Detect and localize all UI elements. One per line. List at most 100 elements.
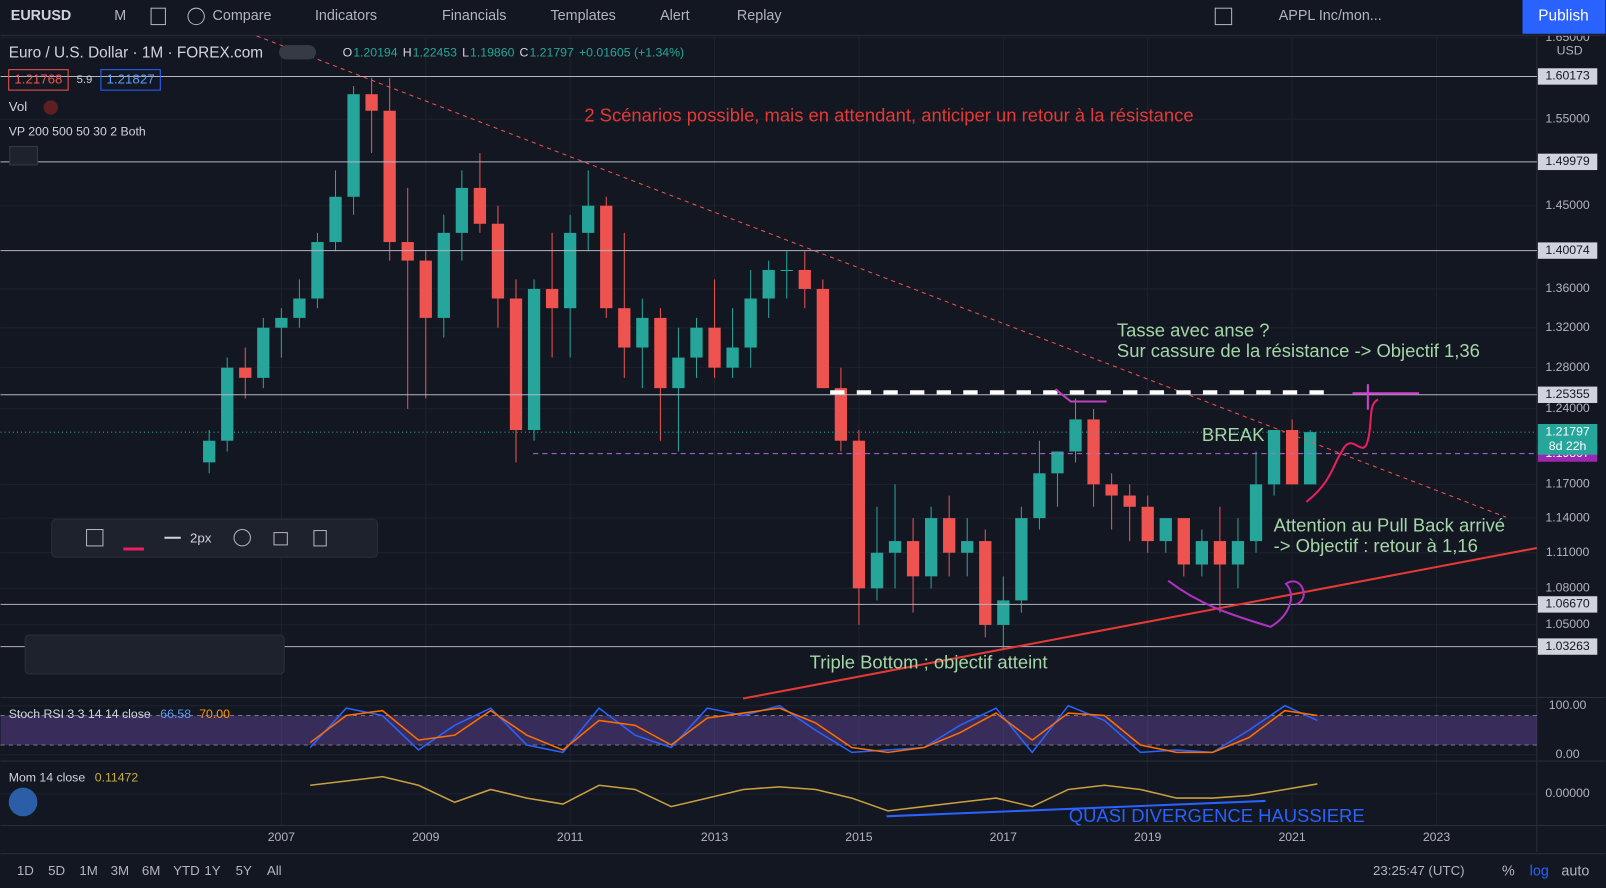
candle-body <box>834 388 848 441</box>
candle-body <box>780 269 793 271</box>
series-line <box>309 707 1318 754</box>
y-tick-label: 1.14000 <box>1545 510 1590 524</box>
candle-body <box>852 440 866 589</box>
publish-button[interactable] <box>1522 0 1606 34</box>
indicator-title: Mom 14 close <box>9 771 86 785</box>
y-tick-label: 1.05000 <box>1545 617 1590 631</box>
price-label: 1.03263 <box>1545 639 1590 653</box>
price-label-box <box>1537 596 1598 613</box>
toolbar-button[interactable]: Templates <box>551 8 616 24</box>
range-button[interactable]: 5D <box>48 863 65 878</box>
range-button[interactable]: 1Y <box>204 863 220 878</box>
ohlc-value: 1.21797 <box>529 46 574 60</box>
toolbar-button[interactable]: Replay <box>737 8 782 24</box>
layout-icon[interactable] <box>1214 7 1233 26</box>
annotation: -> Objectif : retour à 1,16 <box>1274 535 1478 556</box>
support-line <box>742 546 1538 700</box>
log-toggle[interactable]: log <box>1530 863 1549 879</box>
range-button[interactable]: 3M <box>111 863 129 878</box>
candle-body <box>1051 451 1064 474</box>
ohlc-key: L <box>462 46 469 60</box>
line-width[interactable]: 2px <box>190 530 212 545</box>
candle-body <box>473 187 487 224</box>
candle-body <box>997 600 1010 625</box>
candle-body <box>636 317 649 348</box>
delete-icon[interactable] <box>313 530 327 547</box>
x-tick-label: 2021 <box>1278 830 1305 844</box>
y-tick-label: 1.28000 <box>1545 360 1590 374</box>
toolbar-button[interactable]: Compare <box>213 8 272 24</box>
warning-icon <box>43 100 58 115</box>
candle-body <box>979 541 992 625</box>
percent-toggle[interactable]: % <box>1502 863 1515 879</box>
candle-body <box>329 196 342 243</box>
lock-icon[interactable] <box>273 532 288 546</box>
candle-body <box>654 317 667 389</box>
drawing <box>1054 388 1107 403</box>
candle-body <box>437 232 450 318</box>
indicator-value: 70.00 <box>199 707 230 721</box>
favorites-toolbar <box>24 634 285 675</box>
candle-body <box>311 242 324 299</box>
y-tick-label: 100.00 <box>1549 698 1587 712</box>
toolbar-button[interactable]: Financials <box>442 8 507 24</box>
band <box>0 715 1537 746</box>
vol-label: Vol <box>9 99 28 114</box>
countdown: 8d 22h <box>1549 439 1587 453</box>
drawing <box>1305 398 1379 503</box>
indicator-value: 66.58 <box>160 707 191 721</box>
candle-body <box>1141 506 1154 542</box>
price-label: 1.25355 <box>1545 387 1590 401</box>
range-button[interactable]: All <box>267 863 282 878</box>
toolbar-button[interactable]: Indicators <box>315 8 377 24</box>
chart-type-icon[interactable] <box>150 7 166 26</box>
price-label-box <box>1537 386 1598 403</box>
candle-body <box>365 94 378 111</box>
candle-body <box>961 541 974 553</box>
candle-body <box>347 94 360 197</box>
collapse-button[interactable] <box>9 145 38 166</box>
ohlc-key: O <box>343 46 353 60</box>
toolbar-button[interactable]: Alert <box>660 8 689 24</box>
series-line <box>310 775 1318 812</box>
candle-body <box>672 357 685 389</box>
y-tick-label: 1.55000 <box>1545 111 1590 125</box>
price-label-box <box>1537 153 1598 171</box>
range-button[interactable]: YTD <box>173 863 200 878</box>
candle-body <box>1159 518 1172 542</box>
candle-body <box>1033 473 1046 519</box>
auto-toggle[interactable]: auto <box>1561 863 1589 879</box>
range-button[interactable]: 1D <box>17 863 34 878</box>
range-button[interactable]: 5Y <box>236 863 252 878</box>
y-tick-label: 0.00000 <box>1545 786 1590 800</box>
ohlc: O 1.20194 H 1.22453 L 1.19860 C 1.21797 +0.01605… <box>343 46 685 60</box>
price-label: 1.06670 <box>1545 597 1590 611</box>
logo[interactable] <box>8 787 38 817</box>
grid: 1.650001.550001.450001.360001.320001.280… <box>0 30 1590 844</box>
vp-label: VP 200 500 50 30 2 Both <box>9 124 146 138</box>
candle-body <box>906 541 920 577</box>
candle-body <box>1123 495 1136 507</box>
tool-icon[interactable] <box>86 529 104 547</box>
range-button[interactable]: 6M <box>142 863 160 878</box>
range-button[interactable]: 1M <box>79 863 97 878</box>
price-label-box <box>1537 68 1598 85</box>
candle-body <box>744 298 757 348</box>
symbol[interactable]: EURUSD <box>11 8 72 24</box>
candle-body <box>708 327 721 368</box>
settings-icon[interactable] <box>233 529 251 547</box>
candle-body <box>690 327 703 358</box>
price-label: 1.49979 <box>1545 154 1590 168</box>
candle-body <box>491 223 505 299</box>
candle-body <box>509 298 523 431</box>
watchlist[interactable]: APPL Inc/mon... <box>1279 8 1382 24</box>
publish-label[interactable]: Publish <box>1538 7 1588 24</box>
interval[interactable]: M <box>114 8 126 24</box>
candle-body <box>419 260 432 318</box>
bid-box <box>8 69 69 91</box>
candle-body <box>1267 430 1281 485</box>
change: +0.01605 (+1.34%) <box>579 46 684 60</box>
candle-body <box>798 269 811 289</box>
